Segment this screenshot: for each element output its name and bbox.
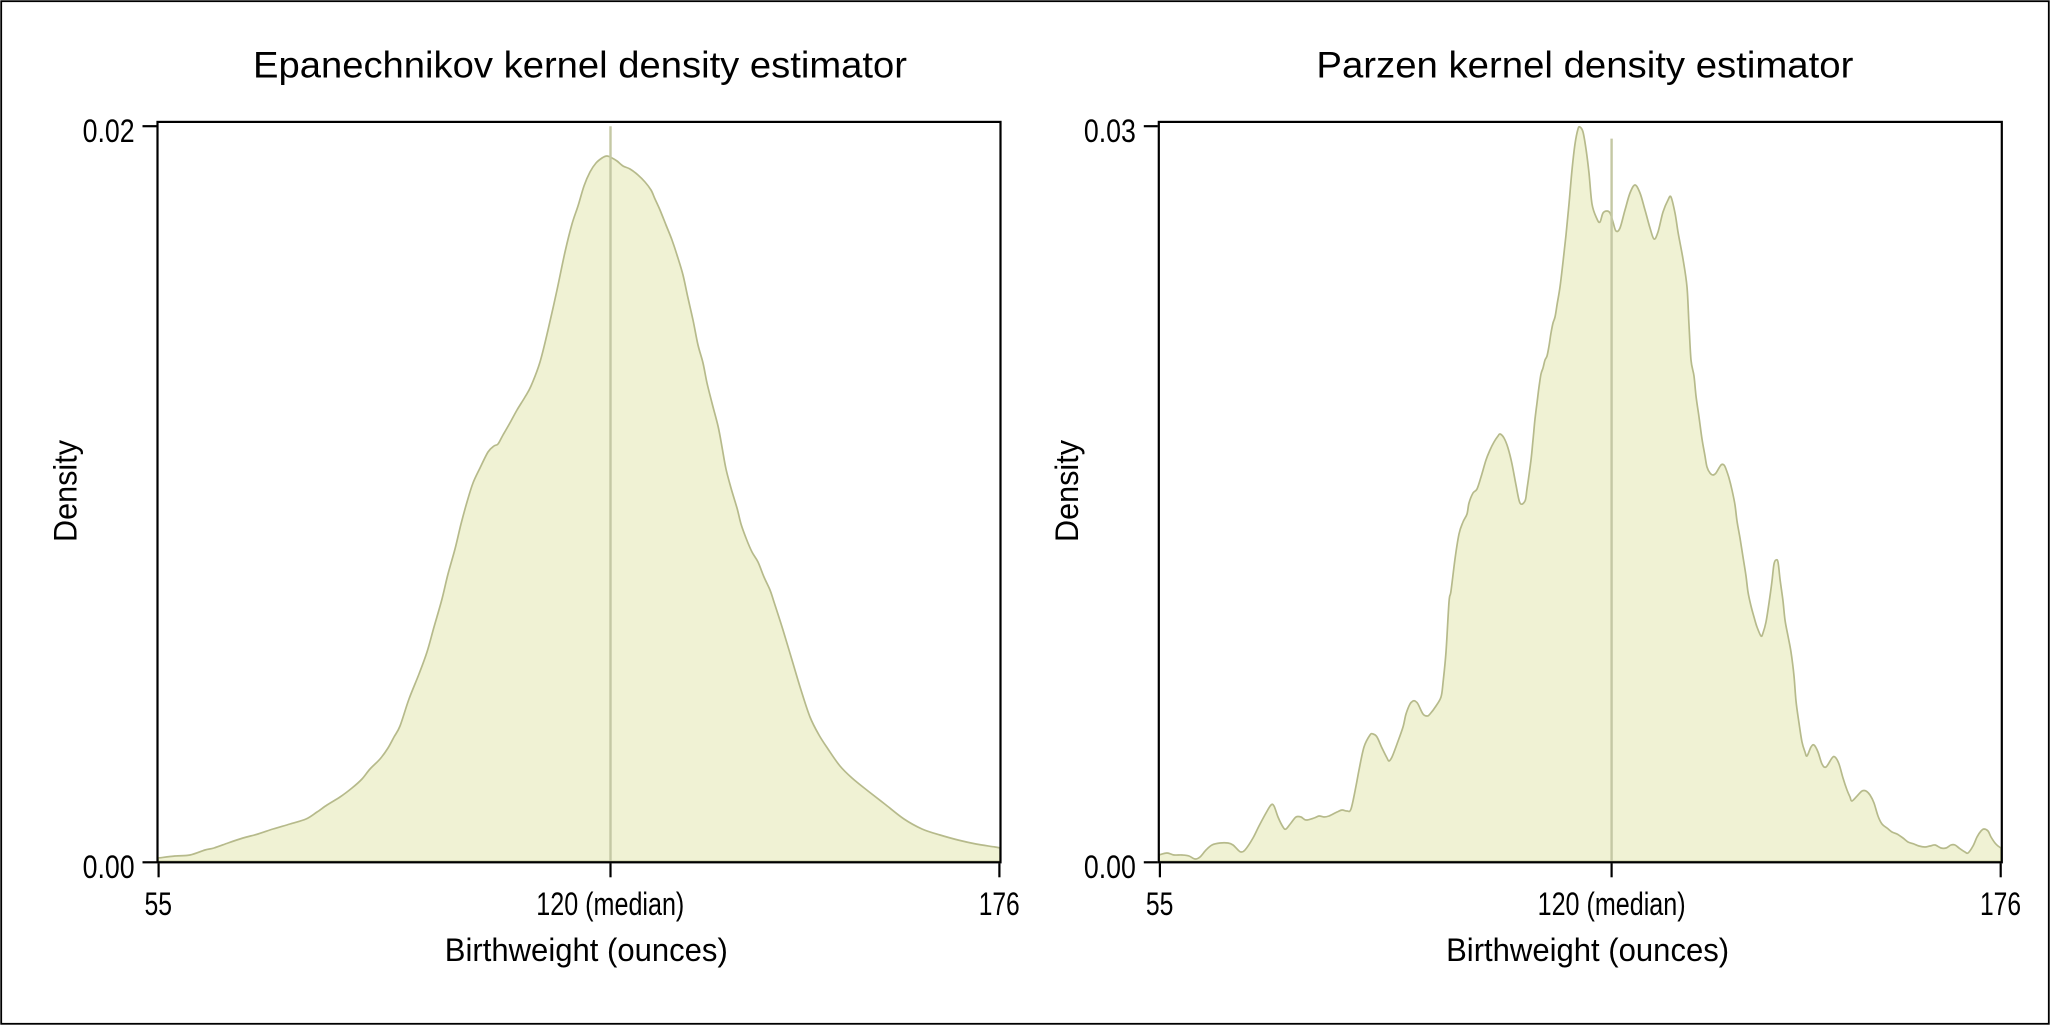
svg-text:55: 55 [145,886,173,922]
svg-text:0.00: 0.00 [1084,849,1136,885]
svg-text:0.02: 0.02 [83,113,135,149]
svg-text:Density: Density [48,439,84,542]
svg-text:55: 55 [1146,886,1174,922]
svg-text:176: 176 [1980,886,2021,922]
svg-text:Birthweight (ounces): Birthweight (ounces) [1446,932,1729,968]
svg-text:0.00: 0.00 [83,849,135,885]
svg-text:0.03: 0.03 [1084,113,1136,149]
svg-text:120 (median): 120 (median) [1538,886,1686,922]
svg-text:176: 176 [979,886,1020,922]
svg-text:120 (median): 120 (median) [536,886,684,922]
svg-text:Birthweight (ounces): Birthweight (ounces) [445,932,728,968]
svg-text:Density: Density [1049,439,1085,542]
svg-text:Epanechnikov kernel density es: Epanechnikov kernel density estimator [253,45,907,86]
svg-text:Parzen kernel density estimato: Parzen kernel density estimator [1316,45,1853,86]
